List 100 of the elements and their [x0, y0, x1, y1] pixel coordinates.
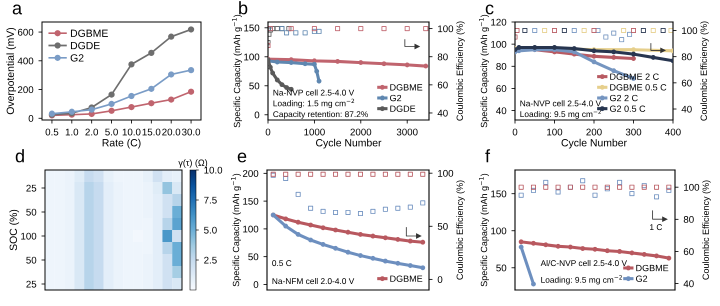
legend-label: DGBME 2 C — [610, 73, 659, 80]
y2-axis-title: Coulombic Efficiency (%) — [456, 21, 465, 121]
x-tick-label: 1000 — [304, 128, 325, 136]
y-tick-label: 50 — [496, 264, 506, 272]
y-tick-label: 200 — [18, 86, 34, 94]
x-tick-label: 0.5 — [46, 128, 58, 136]
x-tick-label: 30.0 — [182, 128, 200, 136]
x-axis-title: Cycle Number — [316, 138, 382, 148]
legend-label: DGDE — [70, 42, 100, 50]
annotation: 1 C — [650, 224, 662, 230]
chart-title: c — [486, 4, 494, 14]
y2-tick-label: 60 — [682, 80, 692, 86]
x-axis-title: Cycle Number — [562, 138, 627, 148]
y-tick-label: 80 — [496, 63, 506, 70]
legend-label: DGBME — [636, 264, 668, 272]
chart-title: b — [239, 1, 248, 14]
y-tick-label: 100 — [244, 54, 260, 60]
x-tick-label: 3000 — [396, 128, 418, 136]
y-axis-title: SOC (%) — [9, 210, 20, 250]
y-tick-label: 600 — [18, 28, 34, 36]
x-tick-label: 20.0 — [162, 128, 180, 136]
y-tick-label: 200 — [242, 170, 258, 177]
x-tick-label: 100 — [547, 128, 562, 136]
legend-label: DGBME — [390, 84, 422, 91]
y-tick-label: 50 — [248, 253, 258, 260]
legend-label: G2 — [70, 54, 84, 62]
y2-tick-label: 100 — [682, 27, 698, 34]
y-tick-label: 50 — [26, 208, 36, 216]
y2-axis-title: Coulombic Efficiency (%) — [702, 180, 711, 280]
y-tick-label: 0 — [254, 112, 260, 118]
y-tick-label: 0 — [254, 281, 258, 288]
y2-tick-label: 80 — [684, 216, 694, 223]
legend-label: G2 — [636, 276, 648, 282]
chart-title: e — [238, 152, 246, 162]
x-tick-label: 0 — [266, 128, 270, 136]
chart-title: d — [16, 149, 24, 162]
y2-tick-label: 40 — [438, 110, 448, 117]
y-tick-label: 100 — [491, 227, 506, 234]
y2-tick-label: 60 — [684, 248, 694, 256]
x-tick-label: 15.0 — [142, 128, 160, 136]
y-axis-title: Specific Capacity (mAh g$^{−1}$) — [479, 14, 489, 128]
y-tick-label: 100 — [243, 226, 258, 233]
x-tick-label: 400 — [665, 128, 681, 136]
color-bar-label: 7.5 — [204, 196, 217, 204]
y2-tick-label: 100 — [684, 184, 700, 191]
chart-title: f — [485, 149, 490, 162]
color-bar-label: 2.5 — [204, 256, 217, 264]
y-axis-title: Specific Capacity (mAh g$^{−1}$) — [479, 174, 489, 286]
legend-label: G2 0.5 C — [610, 106, 646, 112]
y-tick-label: 400 — [18, 58, 34, 64]
chart-title: a — [12, 4, 22, 14]
y2-tick-label: 100 — [438, 25, 454, 32]
y-axis-title: Specific Capacity (mAh g$^{−1}$) — [232, 14, 242, 128]
y-tick-label: 25 — [26, 184, 36, 192]
y2-axis-title: Coulombic Efficiency (%) — [456, 180, 465, 280]
y2-axis-title: Coulombic Efficiency (%) — [700, 21, 709, 121]
y2-tick-label: 40 — [684, 280, 694, 288]
x-tick-label: 10.0 — [122, 128, 141, 136]
y2-tick-label: 60 — [438, 82, 448, 88]
y-axis-title: Specific Capacity (mAh g$^{−1}$) — [231, 174, 241, 286]
x-tick-label: 0 — [512, 128, 518, 136]
y2-tick-label: 40 — [682, 106, 692, 113]
annotation: Loading: 1.5 mg cm$^{−2}$ — [274, 98, 354, 108]
y-tick-label: 50 — [26, 256, 36, 264]
color-bar-label: 5.0 — [204, 226, 217, 234]
y-tick-label: 40 — [496, 107, 506, 114]
x-tick-label: 2.0 — [85, 128, 98, 136]
x-tick-label: 5.0 — [105, 128, 118, 136]
annotation: Na-NVP cell 2.5-4.0 V — [274, 89, 354, 96]
y2-tick-label: 80 — [682, 53, 692, 60]
color-bar-title: γ(τ) (Ω) — [178, 159, 208, 168]
x-axis-title: Rate (C) — [102, 138, 141, 148]
annotation: Na-NVP cell 2.5-4.0 V — [520, 100, 602, 106]
y-tick-label: 150 — [244, 24, 260, 32]
annotation: Loading: 9.5 mg cm$^{−2}$ — [541, 275, 622, 284]
y2-tick-label: 50 — [438, 223, 448, 230]
y-tick-label: 60 — [496, 85, 506, 92]
legend-label: DGBME — [390, 276, 422, 282]
y-tick-label: 150 — [243, 198, 258, 205]
x-tick-label: 300 — [626, 128, 642, 136]
y-tick-label: 100 — [491, 40, 506, 48]
y2-tick-label: 100 — [438, 170, 454, 177]
y-tick-label: 50 — [249, 82, 260, 90]
y-tick-label: 100 — [21, 232, 36, 240]
annotation: Na-NFM cell 2.0-4.0 V — [272, 278, 354, 284]
x-tick-label: 200 — [586, 128, 602, 136]
legend-label: DGBME 0.5 C — [610, 84, 666, 91]
y2-tick-label: 0 — [438, 276, 442, 283]
annotation: 0.5 C — [272, 260, 292, 266]
y-tick-label: 25 — [26, 280, 36, 288]
y-tick-label: 150 — [491, 190, 506, 198]
legend-label: G2 2 C — [610, 94, 638, 102]
x-tick-label: 1.0 — [66, 128, 78, 136]
legend-label: G2 — [390, 94, 402, 102]
color-bar-label: 10.0 — [204, 166, 222, 174]
legend-label: DGDE — [390, 106, 416, 112]
legend-label: DGBME — [70, 30, 108, 37]
y2-tick-label: 80 — [438, 53, 448, 60]
y-tick-label: 120 — [491, 18, 506, 26]
annotation: Al/C-NVP cell 2.5-4.0 V — [540, 260, 628, 266]
